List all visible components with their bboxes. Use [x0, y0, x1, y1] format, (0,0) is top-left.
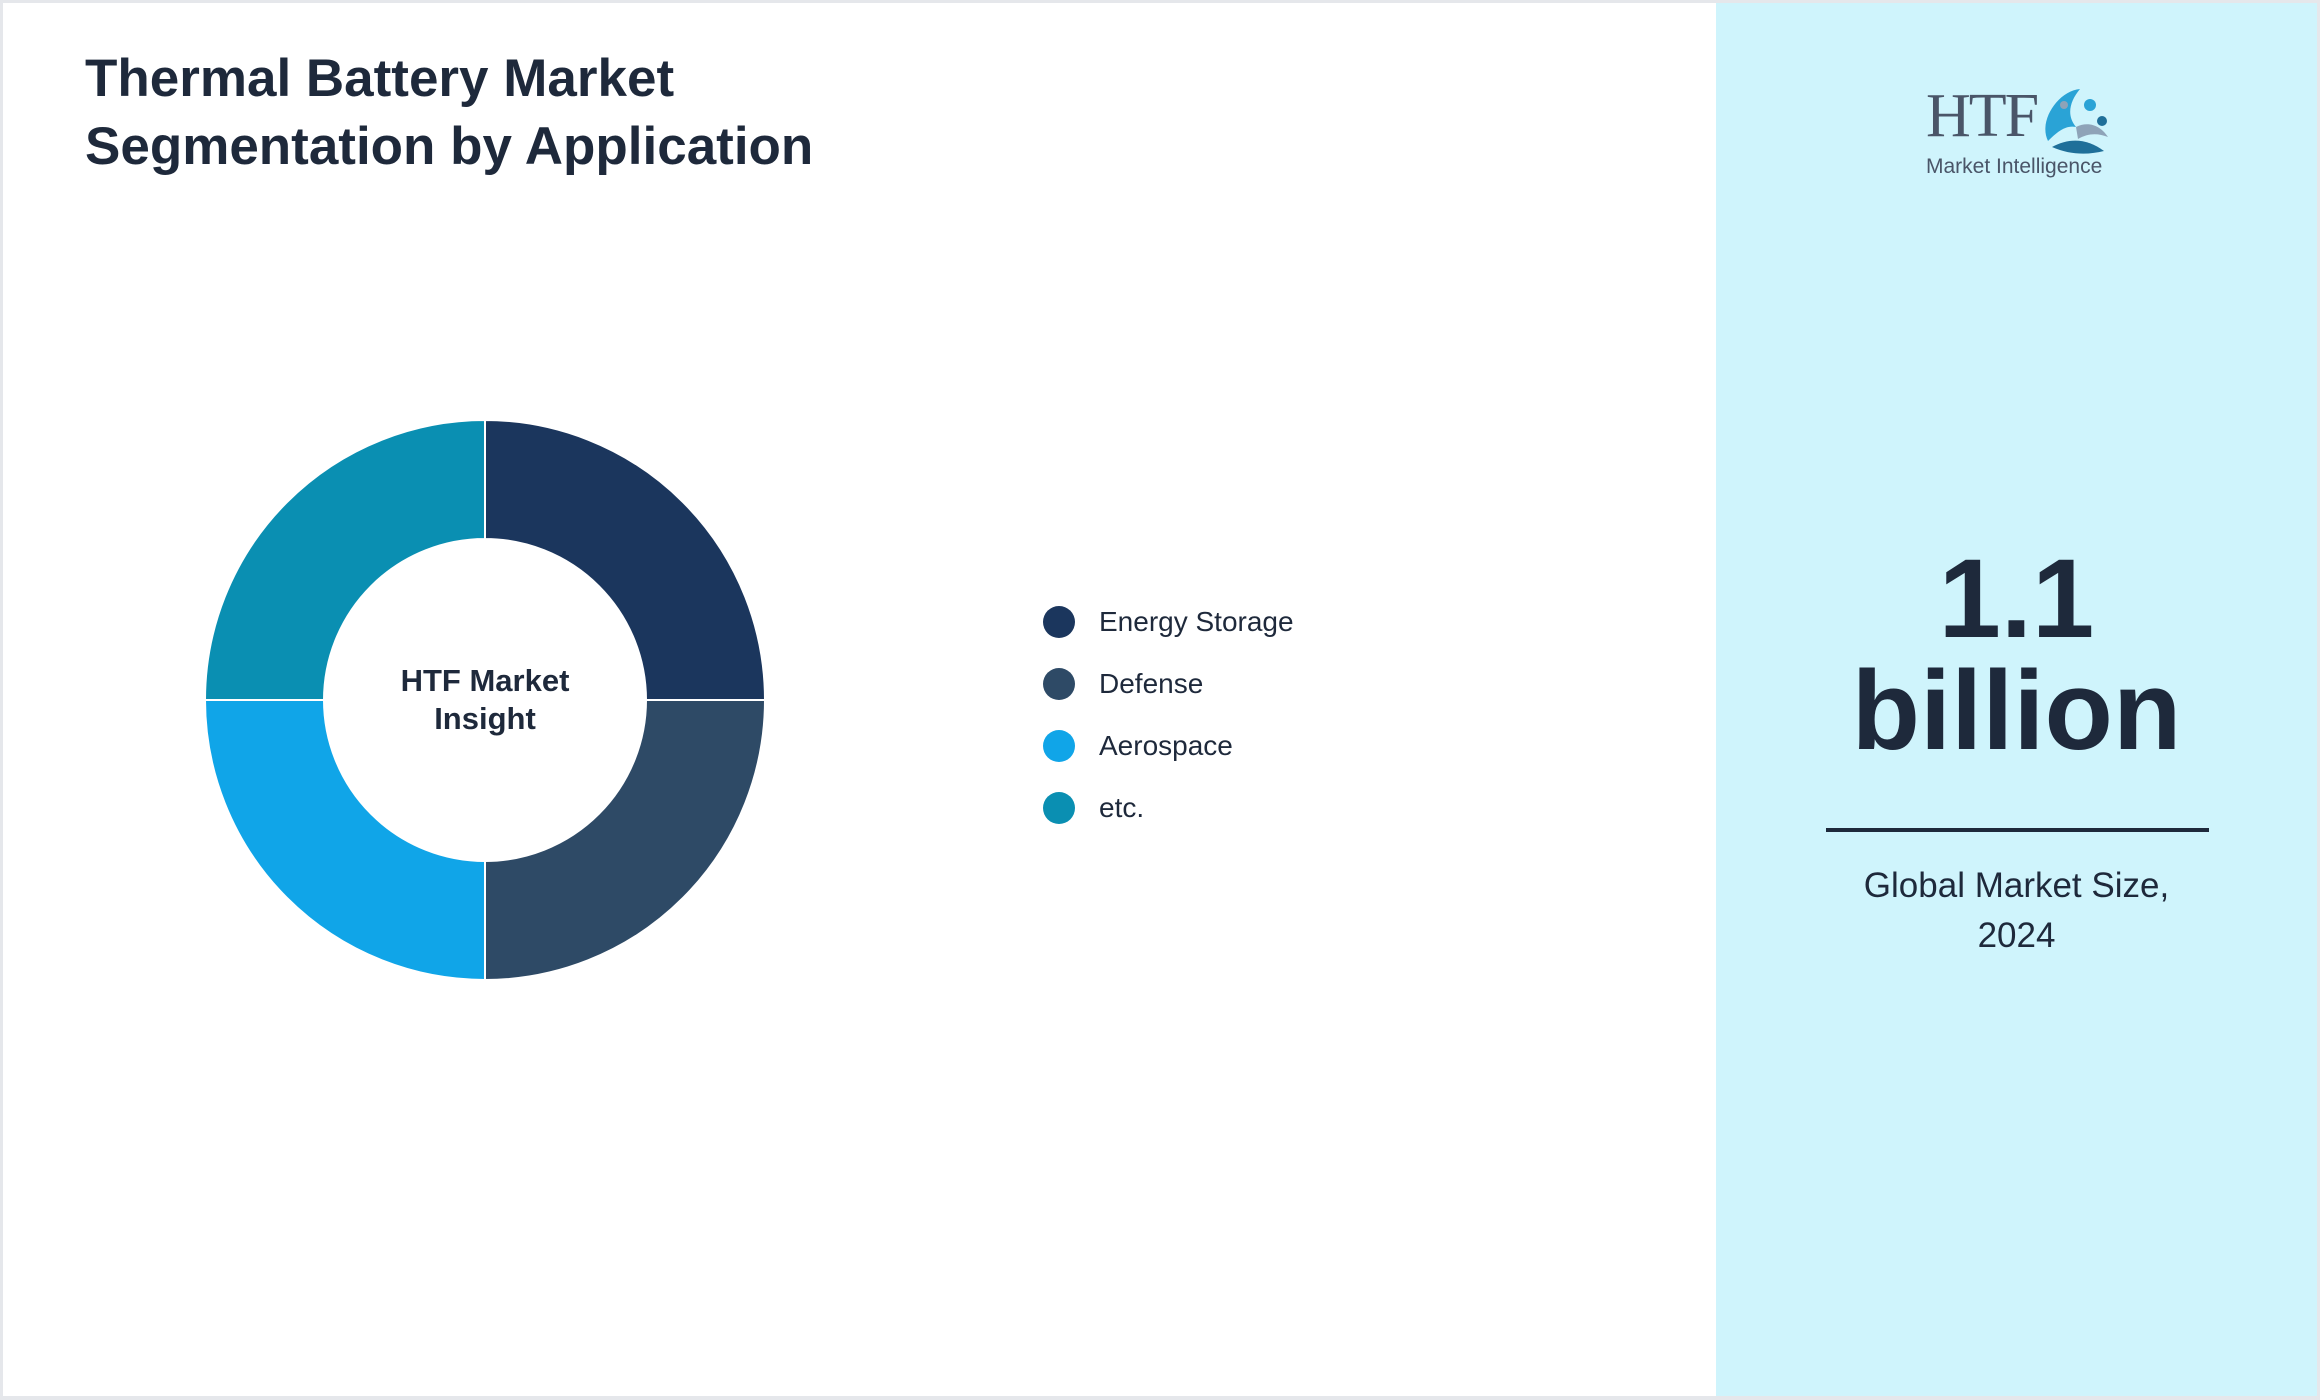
legend-label: Energy Storage — [1099, 606, 1294, 637]
market-size-value-line-1: 1.1 — [1938, 536, 2095, 661]
legend-swatch — [1043, 730, 1075, 762]
logo-subtitle: Market Intelligence — [1926, 155, 2103, 178]
legend-label: Aerospace — [1099, 730, 1233, 761]
main-panel: Thermal Battery Market Segmentation by A… — [3, 3, 1716, 1396]
chart-legend: Energy Storage Defense Aerospace etc. — [1043, 591, 1294, 839]
legend-item: Energy Storage — [1043, 591, 1294, 653]
donut-slice-etc — [203, 418, 486, 701]
donut-slice-defense — [484, 699, 767, 982]
market-size-value-line-2: billion — [1851, 648, 2182, 773]
legend-label: Defense — [1099, 668, 1204, 699]
legend-swatch — [1043, 792, 1075, 824]
legend-item: Defense — [1043, 653, 1294, 715]
donut-svg — [203, 418, 767, 982]
legend-swatch — [1043, 606, 1075, 638]
donut-chart: HTF Market Insight — [203, 418, 767, 982]
caption-line-1: Global Market Size, — [1863, 866, 2170, 905]
infographic-frame: Thermal Battery Market Segmentation by A… — [3, 3, 2317, 1396]
legend-item: etc. — [1043, 777, 1294, 839]
market-size-caption: Global Market Size, 2024 — [1716, 861, 2317, 961]
legend-label: etc. — [1099, 792, 1145, 823]
legend-item: Aerospace — [1043, 715, 1294, 777]
legend-swatch — [1043, 668, 1075, 700]
side-panel: HTF Market Intelligence 1.1 billion Glob… — [1716, 3, 2317, 1396]
logo-swirl-icon — [2045, 89, 2108, 154]
chart-title: Thermal Battery Market Segmentation by A… — [85, 45, 1085, 181]
htf-logo: HTF Market Intelligence — [1926, 81, 2116, 191]
caption-line-2: 2024 — [1977, 916, 2056, 955]
chart-title-line-1: Thermal Battery Market — [85, 49, 675, 108]
market-size-value: 1.1 billion — [1716, 543, 2317, 767]
logo-wordmark: HTF — [1926, 82, 2039, 150]
chart-title-line-2: Segmentation by Application — [85, 117, 814, 176]
stat-divider — [1826, 828, 2209, 832]
donut-slice-aerospace — [203, 699, 486, 982]
donut-slice-energy-storage — [484, 418, 767, 701]
